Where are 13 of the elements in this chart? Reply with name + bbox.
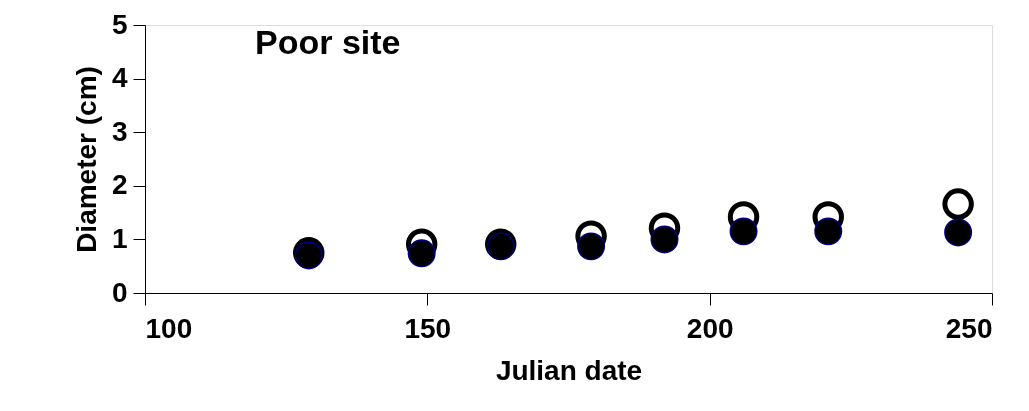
x-tick-label: 100 [145,312,193,344]
x-axis-title: Julian date [495,354,643,386]
y-tick-label: 2 [111,169,128,201]
x-tick-label: 200 [686,312,734,344]
annotation: Poor site [255,23,401,61]
x-tick-label: 150 [404,312,452,344]
y-tick-label: 5 [111,8,128,40]
x-tick-label: 250 [945,312,993,344]
y-tick-label: 0 [111,276,128,308]
y-tick-label: 1 [111,222,128,254]
y-tick-label: 4 [111,62,128,94]
y-axis-title: Diameter (cm) [70,66,102,253]
y-tick-label: 3 [111,115,128,147]
